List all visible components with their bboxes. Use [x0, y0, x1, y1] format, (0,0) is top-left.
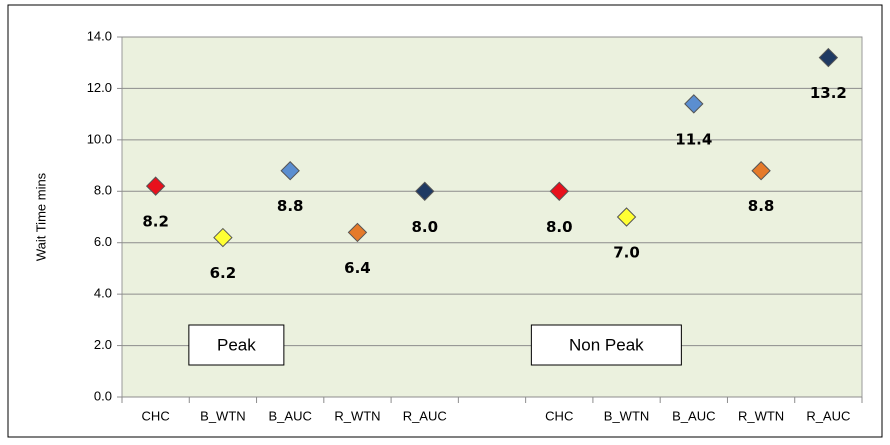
y-tick-label: 14.0 — [87, 28, 112, 43]
marker — [213, 227, 233, 248]
x-tick-label: B_AUC — [269, 408, 312, 423]
y-tick-label: 8.0 — [94, 183, 112, 198]
value-label: 6.4 — [344, 259, 371, 277]
x-tick-label: CHC — [142, 408, 170, 423]
marker — [549, 181, 569, 201]
marker — [818, 47, 839, 68]
value-label: 8.0 — [411, 218, 438, 236]
value-label: 11.4 — [675, 130, 712, 148]
y-tick-label: 6.0 — [94, 234, 112, 249]
marker — [145, 176, 166, 196]
x-tick-label: R_AUC — [806, 408, 850, 423]
y-tick-label: 12.0 — [87, 80, 112, 95]
y-tick-label: 10.0 — [87, 131, 112, 146]
y-tick-label: 2.0 — [94, 337, 112, 352]
annotation-box — [530, 324, 682, 366]
marker — [280, 161, 300, 181]
x-tick-label: B_WTN — [200, 408, 246, 423]
value-label: 8.8 — [277, 197, 304, 215]
marker — [347, 222, 368, 243]
marker — [415, 181, 435, 201]
x-tick-label: CHC — [545, 408, 573, 423]
marker — [751, 161, 771, 181]
annotation: Non Peak — [569, 335, 644, 354]
x-tick-label: R_AUC — [403, 408, 447, 423]
y-tick-label: 0.0 — [94, 388, 112, 403]
value-label: 8.2 — [142, 213, 169, 231]
y-tick-label: 4.0 — [94, 286, 112, 301]
value-label: 6.2 — [210, 264, 237, 282]
value-label: 13.2 — [810, 84, 847, 102]
annotation: Peak — [217, 335, 256, 354]
value-label: 8.0 — [546, 218, 573, 236]
annotation-box — [188, 324, 285, 366]
x-tick-label: R_WTN — [738, 408, 784, 423]
marker — [616, 207, 637, 227]
marker — [684, 94, 704, 114]
x-tick-label: R_WTN — [334, 408, 380, 423]
x-tick-label: B_AUC — [672, 408, 715, 423]
x-tick-label: B_WTN — [604, 408, 650, 423]
y-axis-label: Wait Time mins — [33, 172, 48, 261]
value-label: 8.8 — [748, 197, 775, 215]
value-label: 7.0 — [613, 244, 640, 262]
